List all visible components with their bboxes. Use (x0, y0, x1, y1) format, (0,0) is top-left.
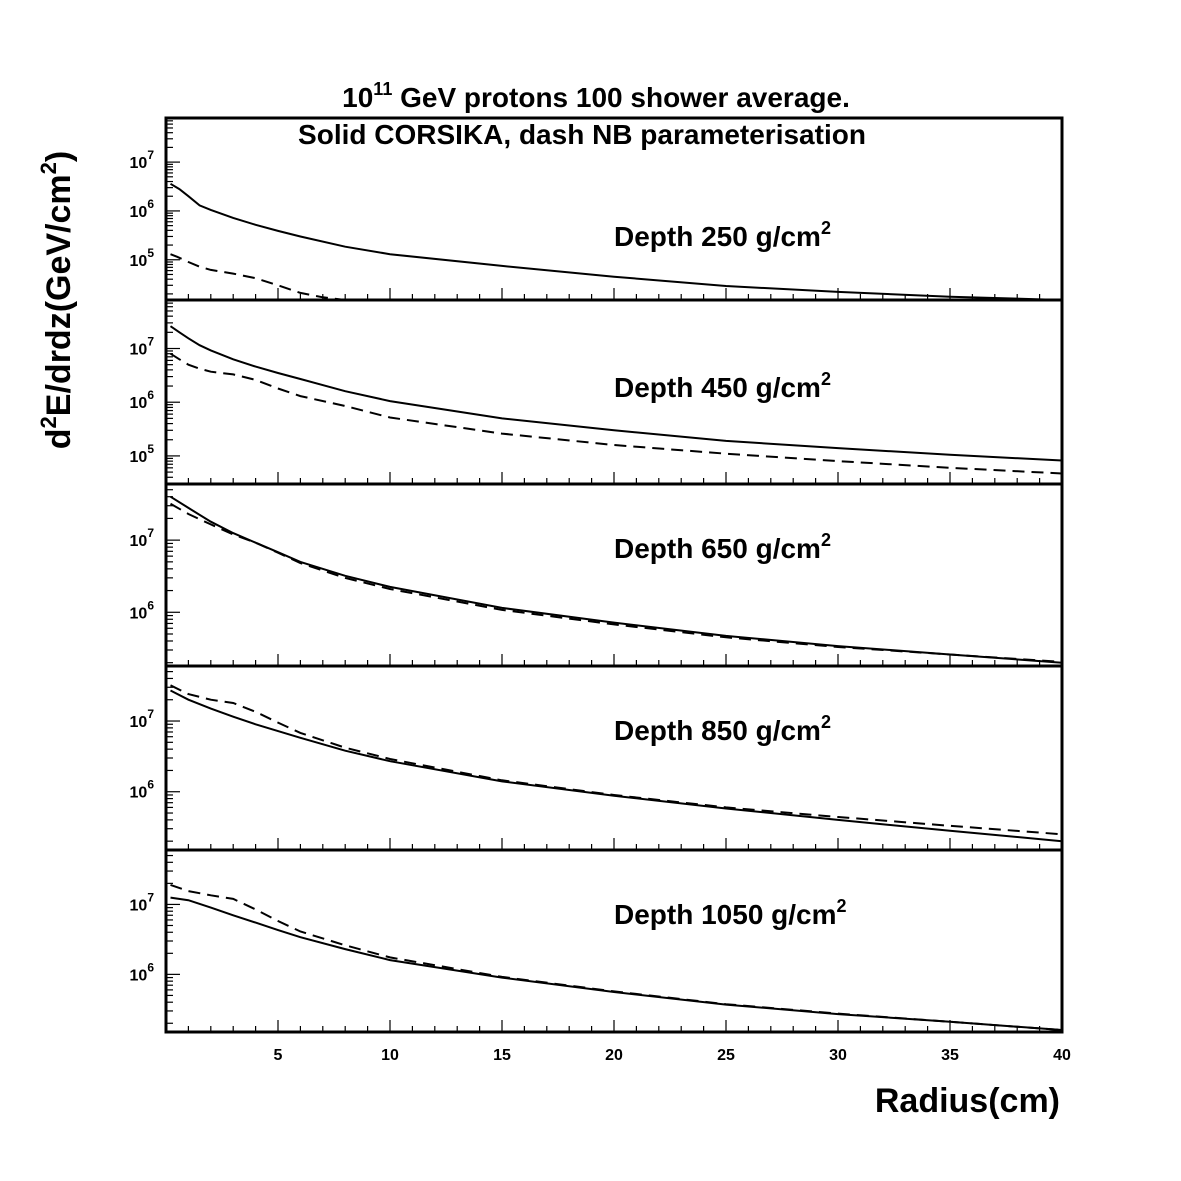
title-exponent: 11 (373, 79, 392, 99)
y-tick-label: 106 (130, 197, 155, 221)
series-corsika-solid-line (169, 325, 1062, 462)
y-tick-exponent: 6 (147, 960, 154, 974)
y-tick-exponent: 6 (147, 197, 154, 211)
series-nb-dashed-line (170, 502, 1062, 663)
x-tick-labels: 5 10 15 20 25 30 35 40 (274, 1047, 1071, 1064)
panel-label-exponent: 2 (821, 369, 831, 389)
title-base: 10 (342, 82, 373, 113)
y-tick-base: 10 (130, 533, 148, 550)
y-tick-exponent: 7 (147, 707, 154, 721)
panel-label-exponent: 2 (821, 218, 831, 238)
title-rest: GeV protons 100 shower average. (392, 82, 850, 113)
y-tick-base: 10 (130, 897, 148, 914)
y-tick-exponent: 7 (147, 526, 154, 540)
y-tick-base: 10 (130, 395, 148, 412)
y-tick-label: 105 (130, 442, 155, 466)
panel-depth-label: Depth 250 g/cm2 (614, 218, 831, 252)
x-tick-label: 25 (717, 1047, 735, 1064)
panel-label-base: Depth 250 g/cm (614, 221, 821, 252)
panel-depth-label: Depth 450 g/cm2 (614, 369, 831, 403)
y-tick-label: 106 (130, 960, 155, 984)
series-nb-dashed-line (169, 352, 1062, 475)
panel-label-base: Depth 450 g/cm (614, 372, 821, 403)
y-tick-exponent: 6 (147, 598, 154, 612)
panel-depth-label: Depth 1050 g/cm2 (614, 896, 847, 930)
series-nb-dashed-line (170, 684, 1062, 836)
y-tick-label: 107 (130, 148, 155, 172)
y-tick-base: 10 (130, 204, 148, 221)
ylabel-sup1: 2 (36, 416, 61, 428)
panel-frame (164, 664, 1064, 852)
y-tick-exponent: 6 (147, 388, 154, 402)
y-axis-label: d2E/drdz(GeV/cm2) (36, 151, 78, 449)
panel-label-base: Depth 1050 g/cm (614, 899, 837, 930)
series-corsika-solid-line (169, 182, 1062, 300)
x-tick-label: 10 (381, 1047, 399, 1064)
y-tick-exponent: 7 (147, 890, 154, 904)
y-tick-exponent: 7 (147, 148, 154, 162)
series-nb-dashed-line (170, 253, 346, 300)
y-tick-label: 106 (130, 598, 155, 622)
panel-depth-label: Depth 850 g/cm2 (614, 712, 831, 746)
panel-label-exponent: 2 (837, 896, 847, 916)
y-tick-base: 10 (130, 342, 148, 359)
x-tick-label: 35 (941, 1047, 959, 1064)
y-tick-exponent: 6 (147, 778, 154, 792)
y-tick-label: 107 (130, 707, 155, 731)
y-tick-base: 10 (130, 967, 148, 984)
panel-frame (164, 482, 1064, 668)
ylabel-post: ) (40, 151, 78, 162)
ylabel-pre: d (40, 428, 78, 449)
series-nb-dashed-line (170, 883, 1062, 1031)
y-tick-base: 10 (130, 785, 148, 802)
y-tick-base: 10 (130, 605, 148, 622)
y-tick-label: 106 (130, 388, 155, 412)
y-tick-exponent: 5 (147, 442, 154, 456)
y-tick-base: 10 (130, 253, 148, 270)
y-tick-base: 10 (130, 714, 148, 731)
chart-title-line2: Solid CORSIKA, dash NB parameterisation (298, 119, 866, 150)
panel-label-exponent: 2 (821, 712, 831, 732)
series-corsika-solid-line (169, 495, 1062, 664)
panel-frame (164, 848, 1064, 1034)
x-tick-label: 20 (605, 1047, 623, 1064)
y-tick-label: 105 (130, 246, 155, 270)
x-tick-label: 30 (829, 1047, 847, 1064)
series-corsika-solid-line (170, 689, 1062, 843)
panel-label-base: Depth 650 g/cm (614, 533, 821, 564)
y-tick-label: 107 (130, 890, 155, 914)
panel-label-base: Depth 850 g/cm (614, 715, 821, 746)
y-tick-base: 10 (130, 155, 148, 172)
y-tick-exponent: 5 (147, 246, 154, 260)
ylabel-mid: E/drdz(GeV/cm (40, 174, 78, 416)
chart-title-line1: 1011 GeV protons 100 shower average. (342, 79, 850, 113)
x-tick-label: 15 (493, 1047, 511, 1064)
ylabel-sup2: 2 (36, 162, 61, 174)
y-tick-label: 106 (130, 778, 155, 802)
x-axis-label: Radius(cm) (875, 1082, 1060, 1120)
x-tick-label: 40 (1053, 1047, 1071, 1064)
y-tick-label: 107 (130, 526, 155, 550)
y-tick-exponent: 7 (147, 335, 154, 349)
panel-depth-label: Depth 650 g/cm2 (614, 530, 831, 564)
y-tick-label: 107 (130, 335, 155, 359)
panel-label-exponent: 2 (821, 530, 831, 550)
x-tick-label: 5 (274, 1047, 283, 1064)
y-tick-base: 10 (130, 449, 148, 466)
